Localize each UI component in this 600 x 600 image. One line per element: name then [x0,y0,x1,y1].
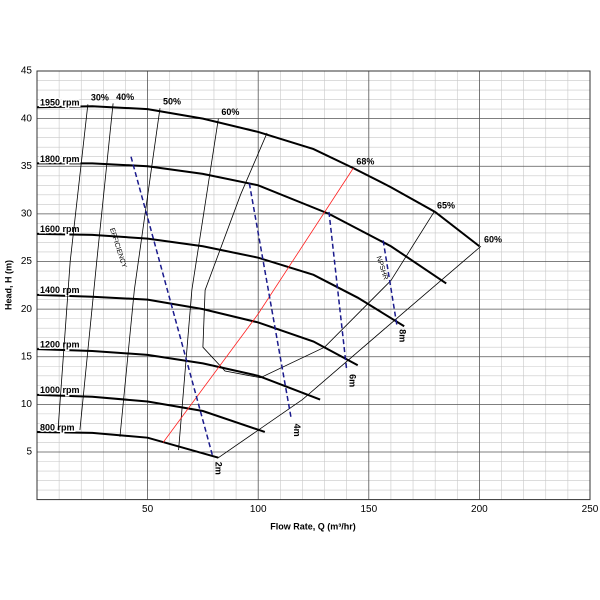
x-tick-label: 250 [582,504,599,515]
efficiency-curve [79,103,114,431]
speed-curve [36,430,219,459]
npsh-curve [328,211,348,371]
y-tick-label: 35 [21,161,33,172]
efficiency-label: 50% [163,97,181,107]
npsh-label: 2m [214,462,224,475]
speed-curve [36,393,266,433]
x-tick-label: 150 [360,504,377,515]
speed-curve [36,105,481,248]
y-tick-label: 5 [26,447,32,458]
speed-label: 1600 rpm [40,224,80,234]
speed-curve [36,348,321,401]
efficiency-curve [218,245,482,459]
x-tick-label: 100 [250,504,267,515]
x-tick-label: 200 [471,504,488,515]
speed-label: 1800 rpm [40,154,80,164]
efficiency-label: 68% [356,157,374,167]
speed-label: 1000 rpm [40,385,80,395]
y-tick-label: 15 [21,351,33,362]
x-tick-label: 50 [142,504,154,515]
speed-curve [36,232,405,328]
speed-label: 1400 rpm [40,285,80,295]
efficiency-label: 40% [116,92,134,102]
efficiency-curve [57,104,89,431]
npsh-curve [130,156,214,458]
speed-curve [37,162,447,285]
y-tick-label: 45 [21,66,33,77]
npsh-label: 6m [347,374,357,387]
x-axis-label: Flow Rate, Q (m³/hr) [270,521,356,531]
efficiency-curve [162,167,354,443]
y-tick-label: 40 [21,113,33,124]
npsh-label: 8m [398,329,408,342]
plot-frame [36,70,591,501]
efficiency-label: 65% [437,200,455,210]
speed-label: 800 rpm [40,422,75,432]
efficiency-label: 60% [484,235,502,245]
speed-curve [36,293,359,367]
y-tick-label: 20 [21,304,33,315]
y-tick-label: 10 [21,399,33,410]
speed-label: 1200 rpm [40,339,80,349]
efficiency-curve [178,118,219,451]
y-axis-label: Head, H (m) [3,260,13,310]
speed-label: 1950 rpm [40,98,80,108]
annotation: EFFICIENCY [108,227,128,269]
efficiency-label: 30% [91,93,109,103]
efficiency-curve [119,108,161,437]
y-tick-label: 30 [21,209,33,220]
npsh-label: 4m [292,424,302,437]
efficiency-label: 60% [221,107,239,117]
y-tick-label: 25 [21,256,33,267]
npsh-curve [382,240,398,326]
npsh-curve [248,183,293,420]
efficiency-curve [202,132,435,379]
